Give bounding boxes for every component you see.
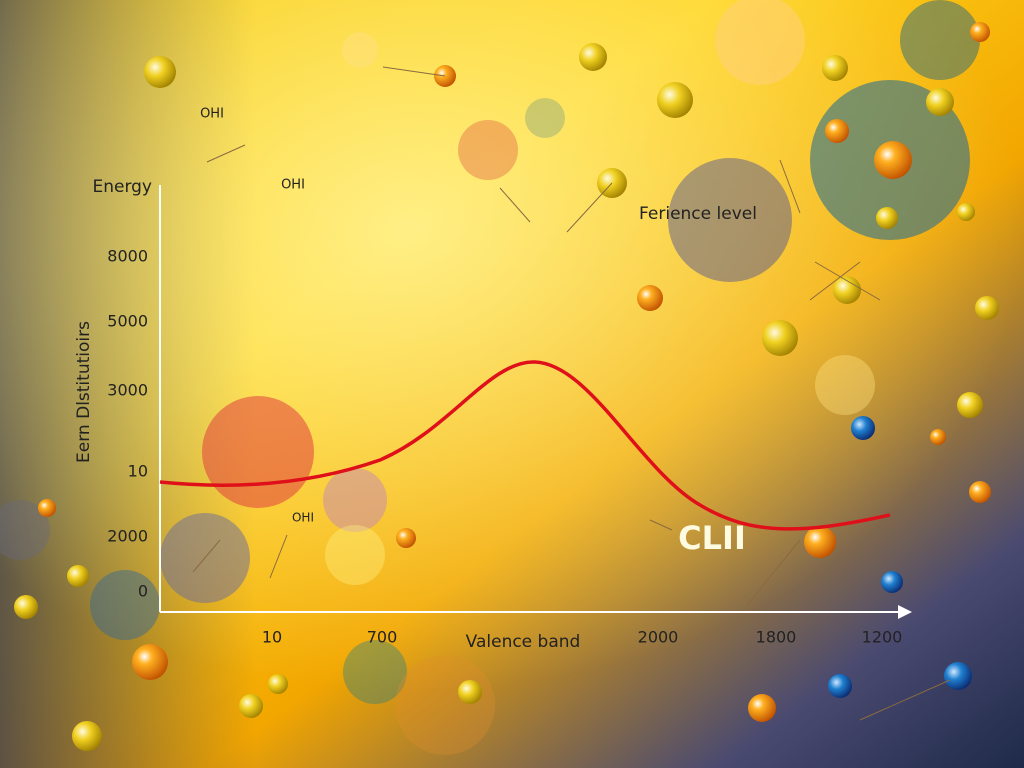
sphere <box>881 571 903 593</box>
sphere <box>851 416 875 440</box>
bokeh <box>325 525 385 585</box>
bond <box>746 539 801 606</box>
sphere <box>828 674 852 698</box>
x-label: 10 <box>262 628 282 647</box>
molecule-label: OHI <box>281 178 305 193</box>
bond <box>859 679 951 721</box>
bond <box>499 187 531 223</box>
bokeh <box>458 120 518 180</box>
sphere <box>926 88 954 116</box>
sphere <box>876 207 898 229</box>
sphere <box>396 528 416 548</box>
sphere <box>239 694 263 718</box>
y-label: 5000 <box>107 312 148 331</box>
valence-label: Valence band <box>466 632 581 652</box>
x-axis-arrow <box>898 605 912 619</box>
sphere <box>132 644 168 680</box>
x-label: 1800 <box>756 628 797 647</box>
x-label: 1200 <box>862 628 903 647</box>
sphere <box>72 721 102 751</box>
bond <box>192 539 221 573</box>
bokeh <box>525 98 565 138</box>
fermi-label: Ferience level <box>639 204 757 224</box>
bokeh <box>202 396 314 508</box>
y-label: 3000 <box>107 381 148 400</box>
sphere <box>874 141 912 179</box>
bokeh <box>395 655 495 755</box>
bokeh <box>323 468 387 532</box>
bond <box>814 261 881 301</box>
axis-title: Energy <box>92 177 152 197</box>
x-label: 2000 <box>638 628 679 647</box>
y-label: 0 <box>138 582 148 601</box>
sphere <box>822 55 848 81</box>
y-label: 8000 <box>107 247 148 266</box>
bokeh <box>342 32 378 68</box>
sphere <box>579 43 607 71</box>
bond <box>809 261 861 301</box>
bond <box>269 534 288 579</box>
sphere <box>67 565 89 587</box>
x-label: 700 <box>367 628 398 647</box>
sphere <box>748 694 776 722</box>
sphere <box>268 674 288 694</box>
bokeh <box>815 355 875 415</box>
bokeh <box>715 0 805 85</box>
formula-label: CLII <box>678 519 746 557</box>
molecule-label: OHI <box>200 107 224 122</box>
bond <box>649 519 673 531</box>
bond <box>382 66 446 77</box>
sphere <box>14 595 38 619</box>
sphere <box>833 276 861 304</box>
bond <box>779 159 801 214</box>
sphere <box>38 499 56 517</box>
decoration <box>0 0 999 755</box>
bokeh <box>900 0 980 80</box>
bokeh <box>343 640 407 704</box>
sphere <box>144 56 176 88</box>
sphere <box>957 203 975 221</box>
sphere <box>969 481 991 503</box>
sphere <box>957 392 983 418</box>
sphere <box>930 429 946 445</box>
curve <box>159 360 891 531</box>
sphere <box>970 22 990 42</box>
bond <box>206 144 246 163</box>
molecule-label: OHI <box>292 511 314 525</box>
sphere <box>458 680 482 704</box>
bokeh <box>0 500 50 560</box>
sphere <box>804 526 836 558</box>
y-label: 2000 <box>107 527 148 546</box>
bokeh <box>668 158 792 282</box>
sphere <box>944 662 972 690</box>
sphere <box>825 119 849 143</box>
sphere <box>657 82 693 118</box>
y-labels: 8000 5000 3000 10 2000 0 <box>107 247 148 601</box>
sphere <box>975 296 999 320</box>
y-label: 10 <box>128 462 148 481</box>
x-labels: 10 700 2000 1800 1200 <box>262 628 903 647</box>
bokeh <box>90 570 160 640</box>
sphere <box>762 320 798 356</box>
vertical-title: Eern Dlstitutioirs <box>74 321 94 463</box>
sphere <box>637 285 663 311</box>
bond <box>566 182 613 233</box>
